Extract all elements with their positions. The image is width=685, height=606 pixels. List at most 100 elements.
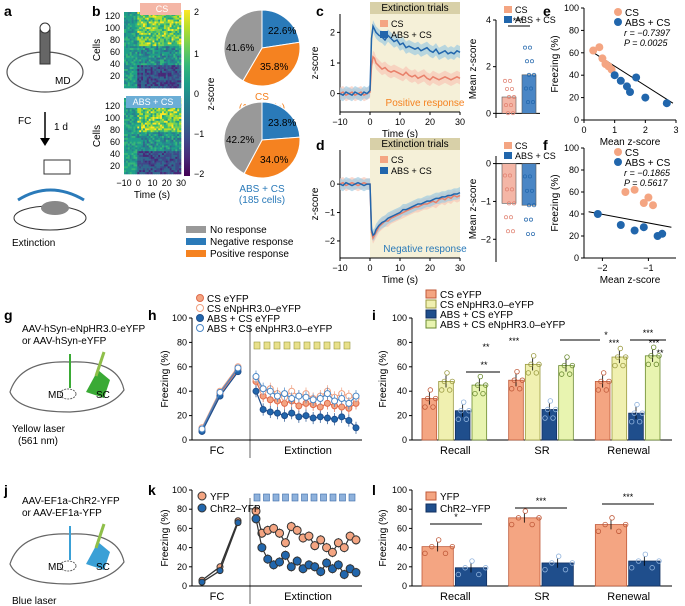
heat-cell [175, 137, 178, 141]
heat-cell [127, 111, 130, 114]
heat-cell [125, 166, 129, 169]
heat-cell [133, 107, 136, 110]
heat-cell [127, 36, 130, 39]
heat-cell [146, 44, 149, 47]
heat-cell [173, 32, 176, 36]
heat-cell [129, 147, 132, 150]
heat-cell [135, 118, 138, 122]
heat-cell [173, 17, 176, 20]
heat-cell [131, 12, 134, 15]
heat-cell [131, 115, 134, 118]
heat-cell [179, 86, 182, 89]
heat-cell [173, 170, 176, 173]
i-legend-label: CS eNpHR3.0–eYFP [440, 300, 534, 311]
heat-cell [148, 21, 151, 24]
h-xcat-ext: Extinction [284, 445, 332, 457]
heat-cell [129, 46, 132, 49]
heat-cell [143, 158, 146, 161]
heat-cell [129, 168, 132, 171]
heat-cell [175, 25, 178, 28]
heat-cell [173, 113, 176, 116]
heat-cell [139, 84, 142, 87]
heat-cell [141, 126, 144, 129]
heat-cell [144, 172, 148, 175]
heat-cell [127, 122, 130, 125]
heat-cell [127, 84, 130, 87]
heat-cell [144, 151, 148, 154]
c-series-1 [339, 23, 461, 97]
heat-cell [158, 82, 161, 85]
heat-cell [160, 136, 163, 139]
heat-cell [127, 78, 130, 81]
heat-cell [133, 153, 136, 156]
heat-cell [152, 15, 155, 18]
k-light-marker [301, 493, 308, 502]
heat-cell [129, 50, 132, 53]
heat-cell [133, 44, 136, 47]
l-y-tick-label: 80 [397, 504, 407, 514]
heat-cell [179, 31, 182, 34]
heat-cell [160, 23, 163, 26]
heat-cell [137, 172, 140, 175]
heat-cell [144, 72, 148, 75]
heat-cell [156, 21, 159, 24]
heat-cell [131, 164, 134, 167]
heat-cell [148, 72, 151, 75]
heat-cell [179, 38, 182, 41]
heat-cell [125, 61, 129, 64]
heat-cell [156, 147, 159, 150]
heat-cell [148, 82, 151, 85]
heat-cell [167, 53, 170, 56]
heat-bottom-ytick: 20 [110, 161, 120, 171]
heat-cell [144, 32, 148, 36]
heat-cell [165, 82, 168, 85]
heat-cell [154, 136, 157, 139]
heat-cell [152, 42, 155, 45]
h-xcat-fc: FC [210, 445, 225, 457]
heat-cell [156, 153, 159, 156]
colorbar [184, 10, 190, 176]
heat-cell [160, 115, 163, 118]
k-ext-point [251, 514, 261, 524]
d-inset-dot [523, 174, 527, 179]
k-light-marker [291, 493, 299, 502]
heat-cell [127, 12, 130, 15]
d-inset-dot [510, 187, 514, 192]
heat-cell [150, 51, 153, 55]
h-ext-point [266, 396, 274, 404]
heat-cell [160, 134, 163, 137]
heat-cell [179, 57, 182, 60]
heat-cell [171, 118, 174, 122]
heat-cell [129, 17, 132, 20]
heat-cell [141, 48, 144, 51]
heat-cell [154, 38, 157, 41]
heat-cell [154, 172, 157, 175]
heat-cell [129, 32, 132, 36]
heat-cell [158, 126, 161, 129]
heat-cell [156, 80, 159, 83]
heat-cell [143, 109, 146, 112]
d-inset-dot [531, 232, 535, 236]
heat-cell [127, 80, 130, 83]
heat-cell [167, 151, 170, 154]
l-significance: * [454, 512, 458, 522]
heat-bottom-ytick: 60 [110, 137, 120, 147]
heat-cell [139, 164, 142, 167]
heat-cell [162, 118, 165, 122]
panel-label-j: j [3, 482, 8, 498]
heat-cell [169, 46, 172, 49]
l-bar [594, 524, 628, 587]
heat-cell [131, 67, 134, 70]
heat-cell [163, 40, 167, 43]
heat-cell [175, 113, 178, 116]
heat-cell [150, 130, 153, 133]
heat-cell [154, 74, 157, 77]
heat-cell [133, 67, 136, 70]
heat-cell [148, 80, 151, 83]
heat-cell [165, 109, 168, 112]
heat-cell [165, 59, 168, 62]
heat-cell [139, 155, 142, 158]
heat-cell [175, 74, 178, 77]
heat-cell [158, 21, 161, 24]
heat-cell [143, 42, 146, 45]
